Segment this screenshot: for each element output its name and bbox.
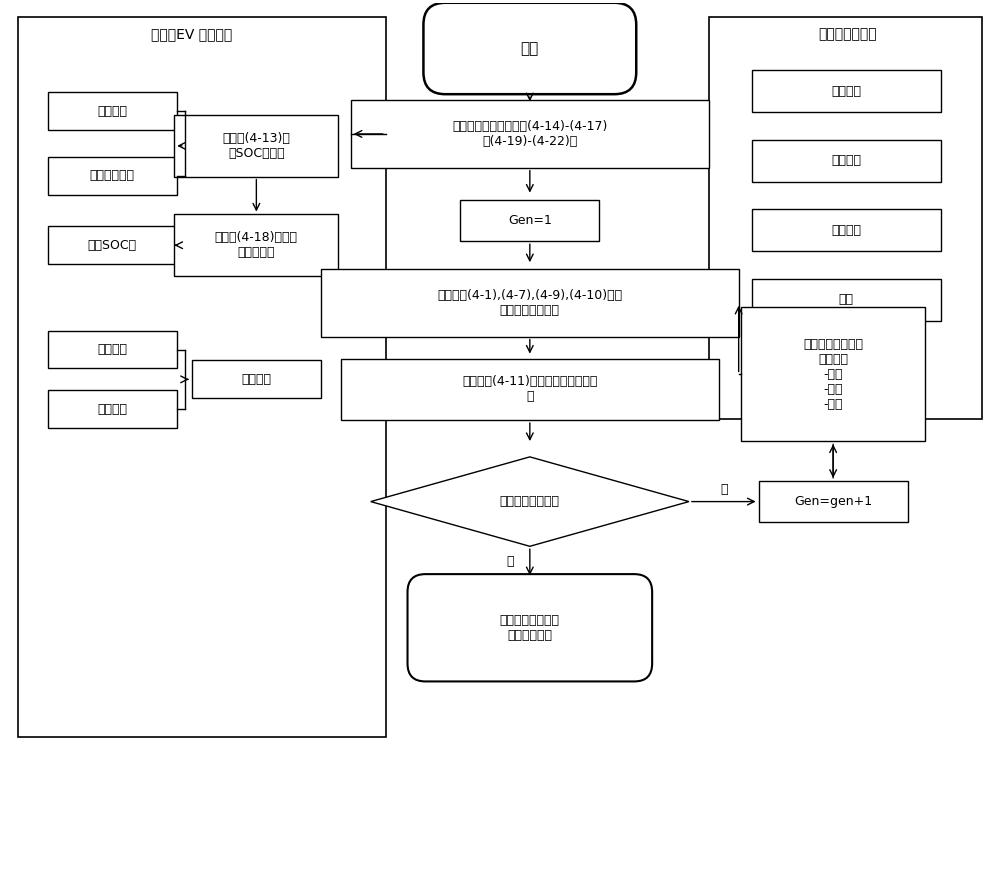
Text: 输入：区域信息: 输入：区域信息 [819, 28, 877, 42]
FancyBboxPatch shape [423, 3, 636, 94]
FancyBboxPatch shape [48, 156, 177, 195]
FancyBboxPatch shape [174, 115, 338, 177]
Text: Gen=1: Gen=1 [508, 214, 552, 227]
FancyBboxPatch shape [741, 308, 925, 441]
FancyBboxPatch shape [192, 360, 321, 399]
Text: 离开时间: 离开时间 [97, 403, 127, 416]
Text: 初始化种群在约束条件(4-14)-(4-17)
和(4-19)-(4-22)下: 初始化种群在约束条件(4-14)-(4-17) 和(4-19)-(4-22)下 [452, 120, 608, 148]
Text: 目标SOC值: 目标SOC值 [88, 239, 137, 252]
Text: 是否满足停止条件: 是否满足停止条件 [500, 495, 560, 508]
Text: 电动汽车模型: 电动汽车模型 [90, 170, 135, 182]
Polygon shape [371, 457, 689, 546]
FancyBboxPatch shape [752, 210, 941, 251]
Text: Gen=gen+1: Gen=gen+1 [794, 495, 872, 508]
Text: 用公式(4-13)计
算SOC初始值: 用公式(4-13)计 算SOC初始值 [222, 132, 290, 160]
Text: 计算公式(4-1),(4-7),(4-9),(4-10)中每
个个体的成本函数: 计算公式(4-1),(4-7),(4-9),(4-10)中每 个个体的成本函数 [437, 289, 622, 317]
Text: 停留区间: 停留区间 [241, 373, 271, 385]
FancyBboxPatch shape [752, 70, 941, 112]
FancyBboxPatch shape [759, 481, 908, 523]
Text: 电价: 电价 [839, 294, 854, 307]
Text: 基础负荷: 基础负荷 [831, 155, 861, 167]
Text: 评估公式(4-11)每个个体的适应度函
数: 评估公式(4-11)每个个体的适应度函 数 [462, 375, 598, 403]
FancyBboxPatch shape [752, 140, 941, 182]
Text: 驾驶里程: 驾驶里程 [97, 105, 127, 118]
FancyBboxPatch shape [48, 92, 177, 130]
FancyBboxPatch shape [351, 101, 709, 168]
Text: 电动汽车充电调度
约束的最优解: 电动汽车充电调度 约束的最优解 [500, 614, 560, 642]
Text: 用公式(4-18)计算最
小充电时间: 用公式(4-18)计算最 小充电时间 [215, 232, 298, 260]
FancyBboxPatch shape [18, 17, 386, 737]
FancyBboxPatch shape [48, 330, 177, 369]
Text: 到达时间: 到达时间 [97, 343, 127, 356]
Text: 是: 是 [506, 555, 514, 568]
FancyBboxPatch shape [460, 199, 599, 241]
Text: 输入：EV 旅程数据: 输入：EV 旅程数据 [151, 28, 232, 42]
Text: 新的种群通过以下
操作产生
-交叉
-突变
-选择: 新的种群通过以下 操作产生 -交叉 -突变 -选择 [803, 338, 863, 411]
FancyBboxPatch shape [709, 17, 982, 420]
FancyBboxPatch shape [48, 391, 177, 428]
Text: 环境温度: 环境温度 [831, 224, 861, 237]
Text: 网络拓扑: 网络拓扑 [831, 85, 861, 98]
Text: 否: 否 [720, 483, 728, 496]
FancyBboxPatch shape [752, 279, 941, 321]
Text: 开始: 开始 [521, 41, 539, 56]
FancyBboxPatch shape [48, 226, 177, 264]
FancyBboxPatch shape [408, 574, 652, 682]
FancyBboxPatch shape [174, 214, 338, 276]
FancyBboxPatch shape [341, 358, 719, 420]
FancyBboxPatch shape [321, 269, 739, 336]
